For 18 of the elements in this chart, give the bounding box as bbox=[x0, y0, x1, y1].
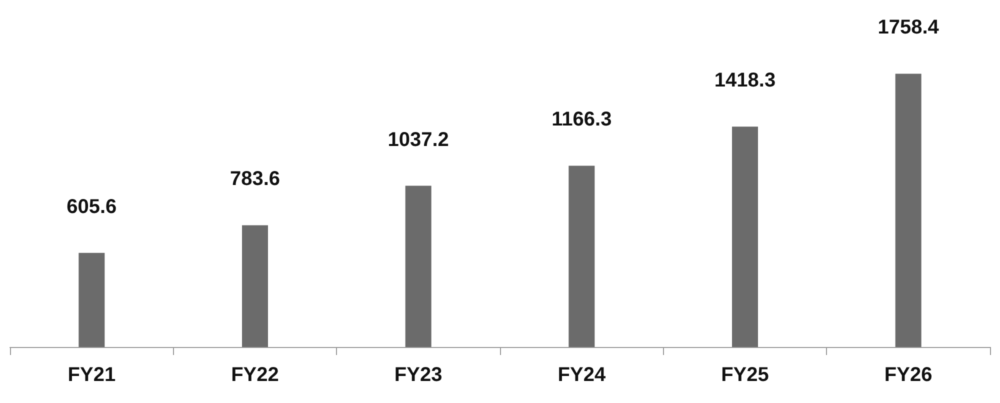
bar bbox=[568, 166, 595, 347]
data-label: 605.6 bbox=[66, 196, 117, 218]
data-label: 783.6 bbox=[230, 168, 280, 190]
bar bbox=[78, 252, 105, 347]
x-tick-label: FY23 bbox=[394, 364, 442, 386]
data-label: 1758.4 bbox=[878, 16, 940, 39]
data-label: 1166.3 bbox=[552, 108, 612, 131]
x-tick-label: FY24 bbox=[558, 364, 606, 386]
x-tick-label: FY25 bbox=[721, 364, 769, 386]
data-label: 1037.2 bbox=[388, 128, 449, 151]
x-tick-label: FY22 bbox=[231, 364, 279, 386]
x-tick-label: FY21 bbox=[68, 364, 116, 386]
bar bbox=[732, 126, 758, 347]
bar bbox=[242, 225, 268, 347]
data-label: 1418.3 bbox=[714, 70, 776, 92]
x-tick-label: FY26 bbox=[884, 364, 932, 386]
bar bbox=[895, 74, 922, 347]
bar bbox=[405, 186, 432, 347]
